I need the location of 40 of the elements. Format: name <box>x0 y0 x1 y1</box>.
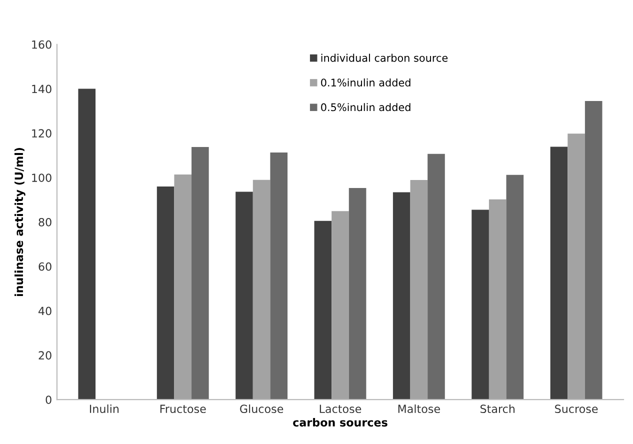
x-tick-label: Glucose <box>240 404 284 414</box>
legend-label: individual carbon source <box>321 54 448 62</box>
x-tick-label: Maltose <box>398 404 440 414</box>
bar <box>506 174 524 400</box>
x-axis-title: carbon sources <box>293 418 388 427</box>
bar <box>550 146 568 400</box>
y-tick-label: 120 <box>32 129 52 138</box>
bar <box>156 186 174 400</box>
x-tick-label: Fructose <box>160 404 206 414</box>
bar <box>78 88 96 400</box>
bar <box>174 174 192 400</box>
bar <box>428 154 445 400</box>
y-tick-label: 160 <box>32 40 52 49</box>
bar <box>488 199 506 400</box>
x-tick-label: Lactose <box>320 404 362 414</box>
bar <box>270 152 288 400</box>
bar <box>236 192 253 400</box>
y-tick-label: 80 <box>38 218 52 226</box>
bar <box>192 146 209 400</box>
bar <box>252 180 270 400</box>
bar <box>392 192 410 400</box>
y-tick-label: 20 <box>38 351 52 360</box>
bar <box>472 210 489 400</box>
x-tick-label: Sucrose <box>555 404 598 414</box>
y-tick-label: 140 <box>32 84 52 94</box>
x-tick-label: Starch <box>480 404 515 414</box>
y-tick-label: 60 <box>38 262 52 271</box>
bar <box>584 101 602 400</box>
bar <box>332 211 349 400</box>
y-tick-label: 0 <box>46 396 52 404</box>
legend-label: 0.5%inulin added <box>321 103 410 112</box>
bar <box>410 180 428 400</box>
x-tick-label: Inulin <box>90 404 119 414</box>
legend-label: 0.1%inulin added <box>321 78 410 87</box>
bar <box>348 188 366 400</box>
y-tick-label: 40 <box>38 306 52 316</box>
y-tick-label: 100 <box>32 174 52 182</box>
bar <box>568 134 585 400</box>
y-axis-title: inulinase activity (U/ml) <box>14 148 26 296</box>
bar <box>314 220 332 400</box>
